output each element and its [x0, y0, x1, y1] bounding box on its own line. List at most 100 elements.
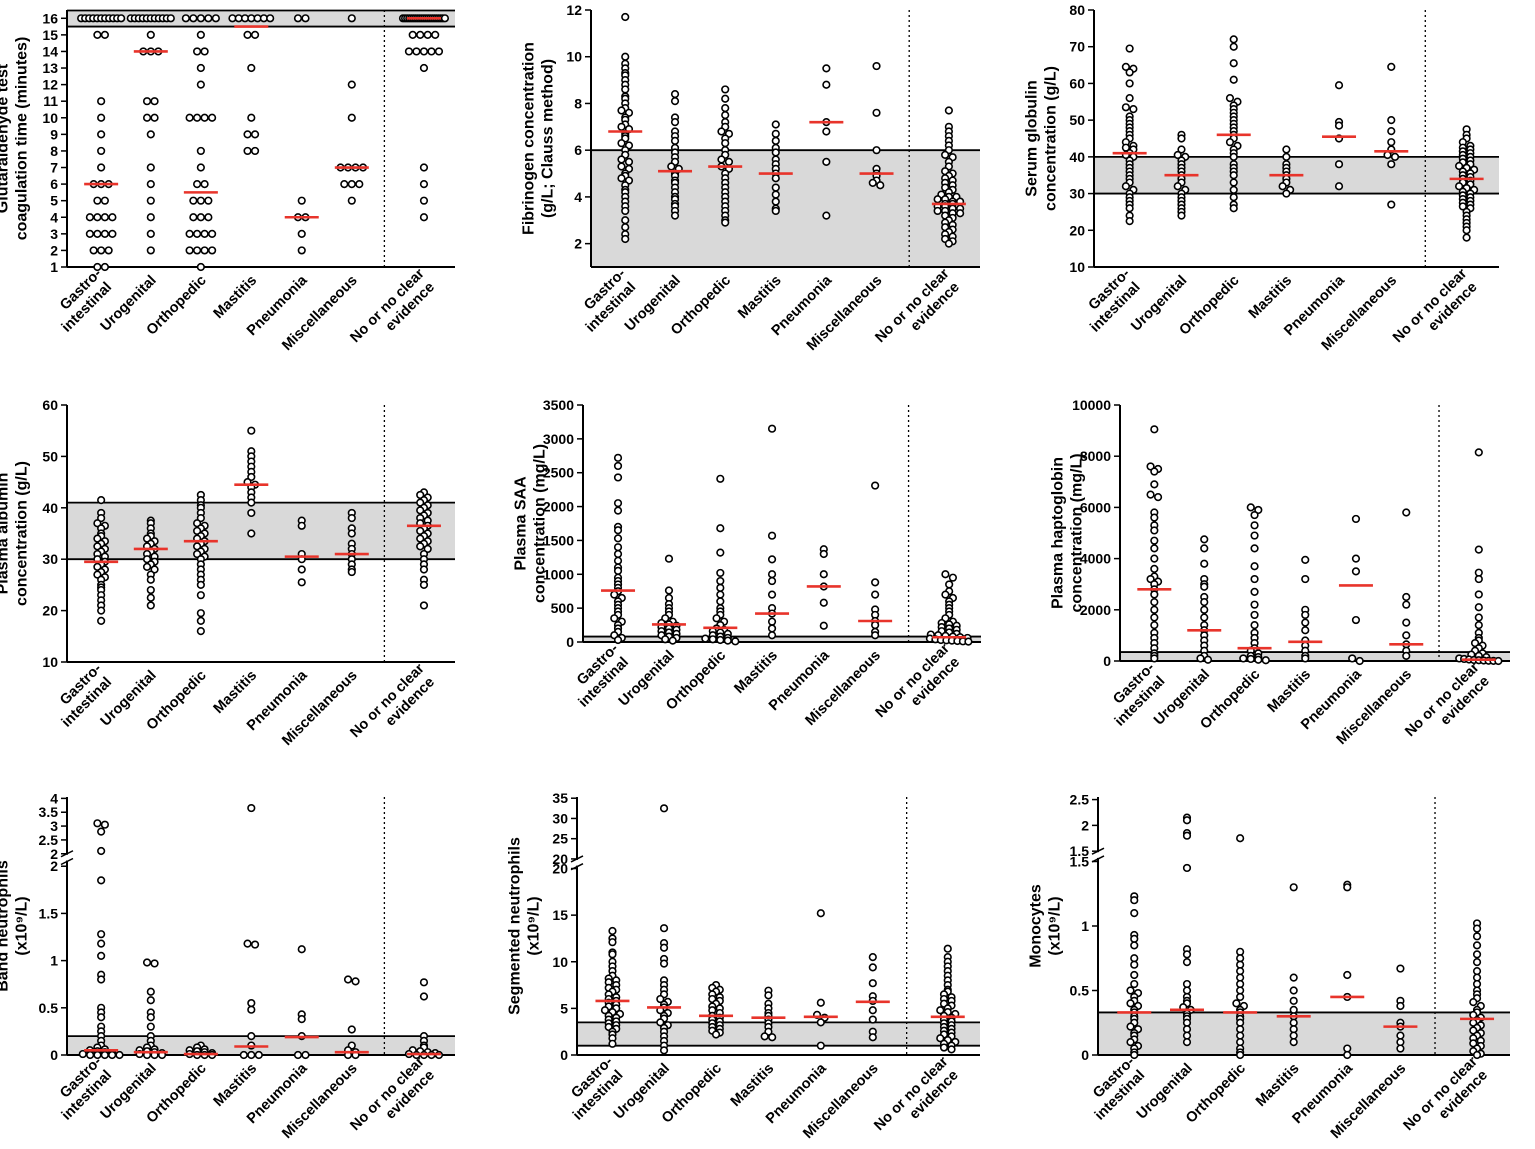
- data-point: [771, 148, 780, 157]
- data-point: [1229, 35, 1238, 44]
- data-point: [1150, 564, 1159, 573]
- data-point: [1289, 996, 1298, 1005]
- data-point: [189, 14, 198, 23]
- data-point: [97, 113, 106, 122]
- data-point: [416, 30, 425, 39]
- y-axis-label: Segmented neutrophils: [507, 837, 524, 1015]
- data-point: [1301, 626, 1310, 635]
- data-point: [767, 576, 777, 586]
- data-point: [1196, 654, 1205, 663]
- data-point: [1289, 1031, 1298, 1040]
- data-point: [1472, 941, 1482, 950]
- data-point: [871, 578, 880, 587]
- data-point: [247, 498, 256, 507]
- y-tick-label: 20: [552, 861, 568, 877]
- data-point: [423, 30, 432, 39]
- data-point: [1396, 1044, 1405, 1053]
- data-point: [716, 548, 725, 557]
- y-axis-label: concentration (g/L): [1043, 66, 1060, 211]
- y-tick-label: 1500: [543, 532, 574, 548]
- data-point: [97, 146, 106, 156]
- data-point: [93, 196, 102, 205]
- data-point: [1125, 44, 1134, 53]
- data-point: [247, 529, 256, 538]
- data-point: [768, 1033, 777, 1042]
- data-point: [146, 575, 155, 584]
- axis-break-mark: [60, 857, 74, 866]
- data-point: [822, 127, 831, 136]
- y-tick-label: 10: [566, 49, 582, 65]
- data-point: [108, 229, 117, 238]
- data-point: [347, 513, 356, 523]
- y-tick-label: 15: [42, 27, 58, 43]
- data-point: [1472, 979, 1482, 989]
- y-tick-label: 9: [50, 126, 58, 142]
- data-point: [868, 953, 877, 962]
- data-point: [247, 1032, 256, 1041]
- data-point: [1150, 605, 1159, 614]
- y-tick-label: 60: [42, 397, 58, 413]
- reference-band: [1120, 652, 1510, 661]
- data-point: [146, 179, 155, 189]
- data-point: [771, 120, 780, 129]
- category-label: Mastitis: [211, 668, 260, 717]
- data-point: [664, 554, 674, 563]
- y-tick-label: 6: [50, 176, 58, 192]
- data-point: [670, 90, 680, 99]
- data-point: [208, 246, 217, 255]
- data-point: [1236, 1018, 1245, 1027]
- data-point: [1150, 480, 1159, 489]
- data-point: [1472, 1050, 1482, 1060]
- data-point: [771, 129, 780, 138]
- data-point: [193, 113, 202, 122]
- y-tick-label: 2: [50, 858, 58, 874]
- data-point: [944, 106, 953, 115]
- data-point: [85, 229, 94, 238]
- data-point: [1250, 610, 1259, 620]
- data-point: [146, 593, 155, 602]
- y-tick-label: 0.5: [39, 1000, 59, 1016]
- data-point: [416, 542, 425, 551]
- category-label: Mastitis: [211, 273, 260, 322]
- chart-panel-5: 0 500 1000 1500 2000 2500 3000 3500 Plasma SAA co…: [513, 397, 981, 729]
- data-point: [1236, 1037, 1245, 1047]
- y-axis-label: (x10⁹/L): [526, 896, 543, 955]
- data-point: [1396, 1001, 1405, 1011]
- data-point: [254, 1050, 263, 1060]
- data-point: [115, 1050, 124, 1060]
- data-point: [1261, 656, 1270, 665]
- data-point: [1402, 631, 1411, 640]
- data-point: [656, 1018, 665, 1027]
- data-point: [1236, 947, 1245, 956]
- data-point: [1150, 467, 1159, 476]
- data-point: [166, 14, 175, 23]
- data-point: [97, 246, 106, 255]
- data-point: [771, 190, 780, 199]
- data-point: [78, 1049, 87, 1059]
- data-point: [1173, 150, 1182, 160]
- data-point: [93, 819, 102, 828]
- data-point: [1150, 526, 1159, 535]
- data-point: [440, 14, 450, 23]
- data-point: [1387, 116, 1396, 125]
- data-point: [716, 583, 725, 592]
- data-point: [1236, 1025, 1245, 1034]
- data-point: [1289, 986, 1298, 995]
- data-point: [200, 246, 209, 255]
- y-tick-label: 2: [1081, 817, 1089, 833]
- data-point: [872, 146, 881, 155]
- data-point: [97, 930, 106, 939]
- data-point: [1200, 582, 1209, 591]
- data-point: [1150, 554, 1159, 563]
- data-point: [871, 481, 880, 490]
- data-point: [247, 63, 256, 73]
- data-point: [196, 14, 205, 23]
- y-tick-label: 6000: [1080, 499, 1111, 515]
- data-point: [936, 1034, 945, 1043]
- data-point: [1474, 603, 1483, 612]
- data-point: [613, 506, 623, 515]
- data-point: [819, 621, 828, 630]
- data-point: [1250, 510, 1259, 520]
- data-point: [1301, 574, 1310, 584]
